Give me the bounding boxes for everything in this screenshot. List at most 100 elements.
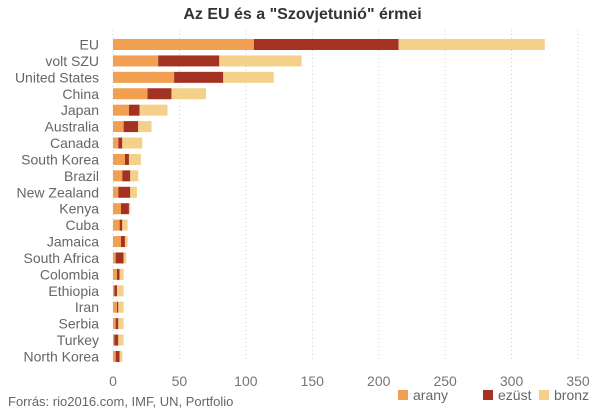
bar-segment	[398, 39, 545, 50]
bar-segment	[113, 203, 121, 215]
category-label: Iran	[75, 299, 99, 315]
bar-segment	[113, 219, 120, 231]
category-label: South Africa	[24, 250, 100, 266]
bar-segment	[124, 153, 129, 165]
bar-segment	[123, 252, 127, 264]
bar-segment	[130, 170, 139, 182]
bar-segment	[158, 55, 220, 67]
legend-label: arany	[413, 387, 448, 403]
bar-segment	[219, 55, 302, 67]
category-label: Turkey	[57, 332, 99, 348]
bar-segment	[119, 268, 124, 280]
bar-segment	[122, 170, 131, 182]
bar-segment	[115, 350, 120, 362]
bar-segment	[171, 88, 206, 100]
category-label: volt SZU	[45, 53, 99, 69]
category-label: Brazil	[64, 168, 99, 184]
x-tick-label: 200	[367, 373, 391, 389]
category-label: Australia	[45, 119, 100, 135]
category-label: Jamaica	[47, 234, 99, 250]
bar-segment	[119, 219, 123, 231]
bar-segment	[174, 71, 224, 83]
bar-segment	[139, 104, 168, 116]
bar-segment	[128, 153, 141, 165]
bar-segment	[223, 71, 274, 83]
legend-swatch	[398, 390, 408, 400]
bar-segment	[118, 301, 124, 313]
bar-segment	[113, 104, 129, 116]
category-label: Ethiopia	[48, 283, 99, 299]
bar-segment	[113, 318, 116, 330]
bar-segment	[124, 236, 128, 248]
x-tick-label: 0	[109, 373, 117, 389]
bar-segment	[113, 301, 117, 313]
bar-segment	[115, 252, 124, 264]
x-tick-label: 50	[172, 373, 188, 389]
bar-segment	[113, 55, 159, 67]
legend: arany ezüst bronz	[398, 387, 589, 403]
bar-segment	[119, 350, 123, 362]
bar-segment	[116, 285, 124, 297]
bar-segment	[113, 153, 125, 165]
category-label: New Zealand	[17, 184, 100, 200]
bar-segment	[253, 39, 399, 50]
bar-segment	[113, 334, 115, 346]
bar-segment	[118, 186, 131, 198]
x-tick-label: 150	[301, 373, 325, 389]
legend-swatch	[539, 390, 549, 400]
bar-segment	[118, 137, 123, 149]
bar-segment	[116, 301, 119, 313]
category-label: Japan	[61, 102, 99, 118]
bar-segment	[115, 318, 119, 330]
bar-segment	[113, 121, 124, 133]
x-tick-label: 350	[566, 373, 590, 389]
bar-segment	[128, 104, 140, 116]
bar-segment	[113, 71, 175, 83]
category-label: Colombia	[40, 266, 99, 282]
bar-segment	[138, 121, 152, 133]
bar-segment	[113, 268, 117, 280]
bar-segment	[147, 88, 172, 100]
legend-swatch	[483, 390, 493, 400]
bar-segment	[113, 137, 119, 149]
legend-label: bronz	[554, 387, 589, 403]
bar-segment	[118, 334, 124, 346]
bar-segment	[114, 285, 117, 297]
bar-segment	[114, 334, 119, 346]
source-note: Forrás: rio2016.com, IMF, UN, Portfolio	[8, 394, 234, 409]
bar-segment	[113, 88, 148, 100]
category-label: North Korea	[24, 348, 100, 364]
bars	[113, 39, 545, 362]
bar-segment	[113, 350, 116, 362]
bar-segment	[113, 39, 254, 50]
legend-label: ezüst	[498, 387, 532, 403]
category-label: United States	[15, 69, 99, 85]
x-axis-ticks: 0 50 100 150 200 250 300 350	[109, 373, 590, 389]
x-tick-label: 300	[500, 373, 524, 389]
bar-segment	[120, 236, 125, 248]
category-label: China	[62, 86, 99, 102]
category-label: South Korea	[21, 151, 99, 167]
category-label: Canada	[50, 135, 99, 151]
category-label: Cuba	[66, 217, 100, 233]
bar-segment	[113, 186, 119, 198]
chart-title: Az EU és a "Szovjetunió" érmei	[183, 6, 422, 23]
bar-segment	[120, 203, 129, 215]
category-label: EU	[80, 37, 99, 53]
bar-segment	[113, 252, 116, 264]
x-tick-label: 250	[433, 373, 457, 389]
category-label: Kenya	[59, 201, 99, 217]
bar-segment	[128, 203, 131, 215]
x-tick-label: 100	[234, 373, 258, 389]
bar-segment	[122, 137, 143, 149]
bar-segment	[130, 186, 137, 198]
bar-segment	[123, 121, 139, 133]
bar-segment	[113, 236, 121, 248]
bar-segment	[122, 219, 128, 231]
bar-segment	[113, 285, 115, 297]
bar-segment	[113, 170, 123, 182]
bar-segment	[118, 318, 124, 330]
bar-segment	[116, 268, 120, 280]
